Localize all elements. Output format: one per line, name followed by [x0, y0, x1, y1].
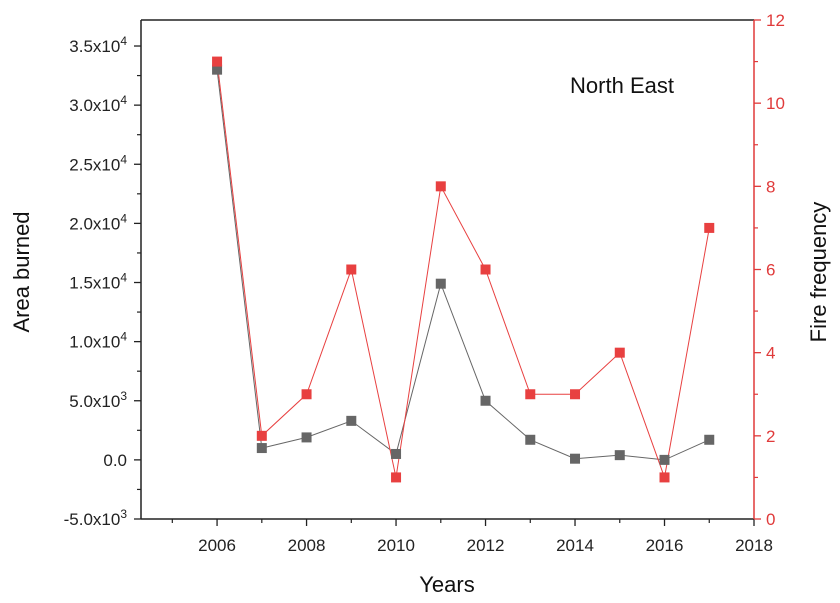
x-tick-label: 2006: [198, 536, 236, 555]
x-axis-label: Years: [419, 572, 474, 597]
series-2-point: [704, 222, 715, 233]
x-tick-label: 2008: [288, 536, 326, 555]
y-left-tick-exponent: 3: [120, 389, 127, 403]
series-2-point: [570, 389, 581, 400]
series-2-point: [614, 347, 625, 358]
y-right-tick-label: 2: [766, 427, 775, 446]
series-1-point: [570, 453, 581, 464]
series-1-point: [212, 64, 223, 75]
y-left-tick-label: 3.0x104: [69, 93, 127, 115]
series-2-point: [659, 472, 670, 483]
x-tick-label: 2012: [467, 536, 505, 555]
y-right-tick-label: 12: [766, 11, 785, 30]
y-left-tick-exponent: 4: [120, 211, 127, 225]
y-right-tick-label: 0: [766, 510, 775, 529]
series-1-point: [301, 432, 312, 443]
series-1-point: [435, 278, 446, 289]
y-left-tick-exponent: 3: [120, 507, 127, 521]
series-layer: [212, 56, 715, 483]
y-right-tick-label: 4: [766, 344, 775, 363]
y-left-tick-label: 1.0x104: [69, 330, 127, 352]
y-left-tick-label: -5.0x103: [64, 507, 128, 529]
series-2-point: [301, 389, 312, 400]
series-1-line: [216, 69, 710, 461]
series-2-point: [256, 430, 267, 441]
y-right-tick-label: 8: [766, 177, 775, 196]
y-left-tick-exponent: 4: [120, 93, 127, 107]
x-tick-label: 2014: [556, 536, 594, 555]
series-2-point: [346, 264, 357, 275]
series-1-point: [391, 448, 402, 459]
y-left-tick-exponent: 4: [120, 330, 127, 344]
series-1-point: [614, 450, 625, 461]
series-2-point: [525, 389, 536, 400]
chart-annotation: North East: [570, 73, 674, 98]
series-1-point: [659, 454, 670, 465]
y-axis-right-label: Fire frequency: [806, 202, 831, 343]
series-2-point: [212, 56, 223, 67]
y-left-tick-exponent: 4: [120, 152, 127, 166]
series-2-line: [216, 61, 710, 480]
y-left-tick-label: 2.5x104: [69, 152, 127, 174]
y-left-tick-exponent: 4: [120, 271, 127, 285]
y-left-tick-label: 2.0x104: [69, 211, 127, 233]
x-tick-label: 2018: [735, 536, 773, 555]
series-2-point: [391, 472, 402, 483]
series-2-point: [480, 264, 491, 275]
series-1-point: [346, 415, 357, 426]
y-left-tick-label: 1.5x104: [69, 271, 127, 293]
y-right-tick-label: 6: [766, 261, 775, 280]
series-1-point: [704, 434, 715, 445]
x-tick-label: 2016: [646, 536, 684, 555]
y-right-tick-label: 10: [766, 94, 785, 113]
y-axis-left-label: Area burned: [9, 211, 34, 332]
series-1-point: [480, 395, 491, 406]
y-left-tick-exponent: 4: [120, 34, 127, 48]
y-left-tick-label: 0.0: [103, 451, 127, 470]
y-left-tick-label: 5.0x103: [69, 389, 127, 411]
ticks-layer: 2006 2008 2010 2012 2014 2016 2018-5.0x1030.05…: [64, 11, 785, 555]
y-left-tick-label: 3.5x104: [69, 34, 127, 56]
series-2-point: [435, 181, 446, 192]
x-tick-label: 2010: [377, 536, 415, 555]
series-1-point: [256, 443, 267, 454]
series-1-point: [525, 434, 536, 445]
